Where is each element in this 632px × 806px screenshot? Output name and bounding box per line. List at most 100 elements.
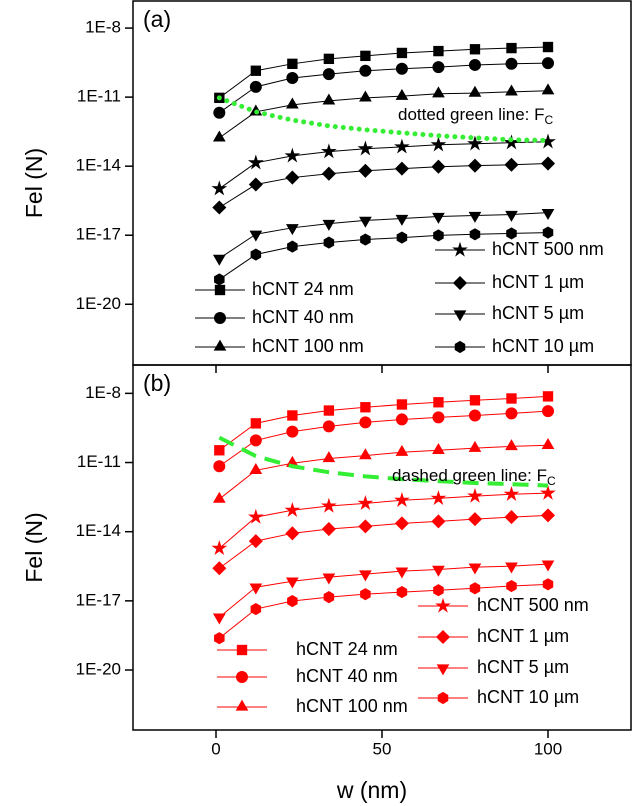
marker — [212, 254, 226, 266]
marker — [360, 402, 371, 413]
legend-label: hCNT 10 µm — [477, 687, 579, 707]
marker — [322, 420, 335, 433]
marker — [542, 41, 554, 53]
legend-label: hCNT 5 µm — [492, 303, 584, 323]
marker — [506, 42, 517, 54]
y-tick-label: 1E-17 — [76, 590, 121, 609]
marker — [359, 90, 372, 102]
marker — [504, 510, 519, 525]
marker — [284, 501, 301, 517]
marker — [213, 339, 227, 351]
marker — [437, 691, 449, 705]
marker — [469, 395, 481, 406]
marker — [323, 236, 335, 249]
series-line — [218, 492, 549, 549]
x-tick-label: 0 — [211, 739, 220, 758]
marker — [212, 200, 227, 215]
y-tick-label: 1E-8 — [85, 383, 121, 402]
marker — [322, 219, 336, 231]
marker — [395, 567, 409, 579]
marker — [432, 411, 445, 424]
marker — [541, 83, 555, 95]
marker — [322, 93, 336, 105]
marker — [468, 85, 482, 97]
series-line — [219, 141, 549, 190]
marker — [286, 224, 299, 236]
marker — [469, 44, 481, 55]
marker — [213, 106, 226, 119]
panel-label: (b) — [143, 370, 171, 396]
marker — [395, 214, 409, 226]
marker — [453, 310, 467, 322]
marker — [432, 61, 445, 74]
series-line — [219, 90, 549, 139]
x-tick-label: 50 — [373, 739, 392, 758]
panel-label: (a) — [143, 6, 171, 32]
marker — [248, 177, 263, 192]
marker — [212, 130, 226, 142]
marker — [395, 413, 408, 426]
y-tick-label: 1E-11 — [77, 87, 121, 106]
marker — [285, 170, 300, 185]
legend-label: hCNT 24 nm — [252, 279, 354, 299]
marker — [214, 284, 226, 296]
y-axis-label: Fel (N) — [21, 512, 47, 582]
marker — [394, 516, 409, 531]
marker — [212, 491, 226, 503]
marker — [321, 522, 336, 537]
marker — [431, 159, 446, 174]
marker — [249, 462, 263, 474]
marker — [248, 534, 263, 549]
marker — [359, 448, 372, 460]
marker — [287, 58, 298, 69]
marker — [212, 613, 226, 625]
y-tick-label: 1E-14 — [76, 156, 121, 175]
marker — [542, 226, 554, 239]
marker — [395, 88, 409, 100]
legend-label: hCNT 40 nm — [252, 307, 354, 327]
marker — [359, 216, 372, 228]
marker — [506, 579, 517, 593]
marker — [358, 519, 373, 534]
marker — [247, 508, 264, 524]
marker — [454, 340, 466, 354]
marker — [452, 241, 468, 257]
marker — [212, 561, 227, 576]
marker — [540, 508, 556, 523]
annotation: dashed green line: FC — [392, 466, 556, 488]
marker — [360, 233, 371, 246]
marker — [394, 161, 409, 176]
series-line — [219, 444, 549, 500]
marker — [250, 65, 262, 76]
marker — [395, 444, 409, 456]
marker — [467, 487, 483, 503]
marker — [432, 212, 445, 224]
legend-label: hCNT 100 nm — [252, 336, 364, 356]
marker — [395, 62, 408, 75]
legend-label: hCNT 5 µm — [477, 657, 569, 677]
marker — [433, 45, 444, 57]
marker — [506, 227, 517, 240]
marker — [433, 397, 444, 408]
marker — [287, 410, 298, 421]
marker — [323, 53, 335, 65]
marker — [468, 409, 481, 422]
marker — [360, 588, 371, 601]
reference-line — [218, 435, 549, 488]
marker — [286, 577, 299, 589]
marker — [321, 497, 337, 513]
y-tick-label: 1E-20 — [76, 294, 121, 313]
marker — [504, 157, 519, 172]
marker — [468, 563, 482, 575]
marker — [250, 602, 262, 616]
marker — [396, 399, 408, 410]
marker — [541, 560, 555, 572]
marker — [236, 671, 248, 683]
marker — [321, 143, 337, 159]
marker — [322, 68, 335, 81]
marker — [468, 58, 481, 71]
series-line — [219, 563, 549, 618]
series-line — [219, 62, 549, 114]
legend-label: hCNT 500 nm — [492, 239, 604, 259]
